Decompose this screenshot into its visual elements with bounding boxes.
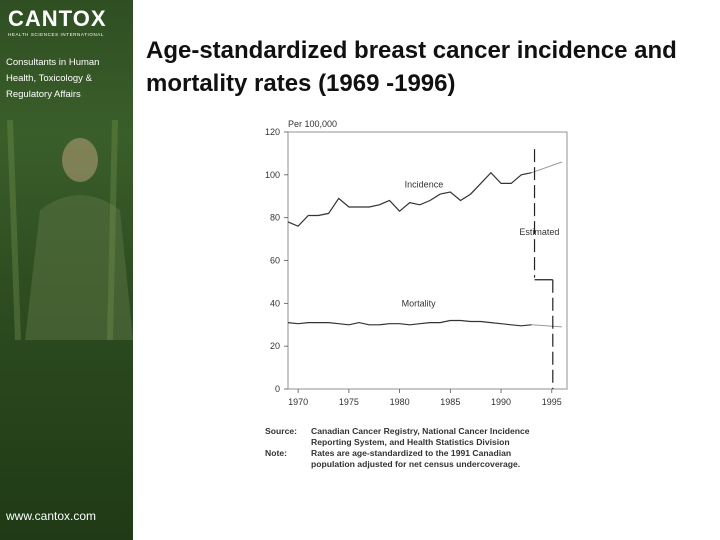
note-line-1: Rates are age-standardized to the 1991 C…: [311, 448, 511, 458]
sidebar: CANTOX HEALTH SCIENCES INTERNATIONAL Con…: [0, 0, 133, 540]
y-tick-label: 100: [265, 170, 280, 180]
mortality-line: [287, 319, 532, 327]
incidence-label: Incidence: [405, 180, 444, 190]
farmer-photo: [7, 120, 133, 340]
mortality-label: Mortality: [402, 299, 437, 309]
y-tick-label: 60: [270, 256, 280, 266]
axes: 0 20 40 60 80 100 120 1970 1975 1980 1985 1990 1995: [265, 127, 568, 407]
y-tick-label: 80: [270, 213, 280, 223]
tagline: Consultants in Human Health, Toxicology …: [6, 57, 100, 100]
slide-title: Age-standardized breast cancer incidence…: [146, 37, 677, 97]
website-link[interactable]: www.cantox.com: [6, 509, 97, 523]
y-tick-label: 40: [270, 298, 280, 308]
y-tick-label: 120: [265, 127, 280, 137]
logo-subtitle: HEALTH SCIENCES INTERNATIONAL: [8, 32, 104, 37]
mortality-estimated-line: [531, 324, 562, 328]
x-tick-label: 1985: [440, 397, 460, 407]
incidence-estimated-line: [531, 161, 563, 174]
y-tick-label: 20: [270, 341, 280, 351]
x-tick-label: 1975: [339, 397, 359, 407]
x-tick-label: 1995: [542, 397, 562, 407]
plot-frame: [287, 131, 568, 390]
source-line-1: Canadian Cancer Registry, National Cance…: [311, 426, 530, 436]
y-tick-label: 0: [275, 384, 280, 394]
note-line-2: population adjusted for net census under…: [311, 459, 520, 469]
source-note: Source: Canadian Cancer Registry, Nation…: [265, 426, 530, 469]
incidence-line: [287, 171, 532, 227]
series-lines: Incidence Mortality Estimated: [287, 149, 563, 389]
unit-label: Per 100,000: [288, 119, 337, 129]
x-tick-label: 1980: [390, 397, 410, 407]
x-tick-label: 1990: [491, 397, 511, 407]
logo: CANTOX: [8, 6, 107, 31]
x-tick-label: 1970: [288, 397, 308, 407]
source-label: Source:: [265, 426, 297, 436]
note-label: Note:: [265, 448, 287, 458]
source-line-2: Reporting System, and Health Statistics …: [311, 437, 510, 447]
estimated-label: Estimated: [519, 227, 559, 237]
